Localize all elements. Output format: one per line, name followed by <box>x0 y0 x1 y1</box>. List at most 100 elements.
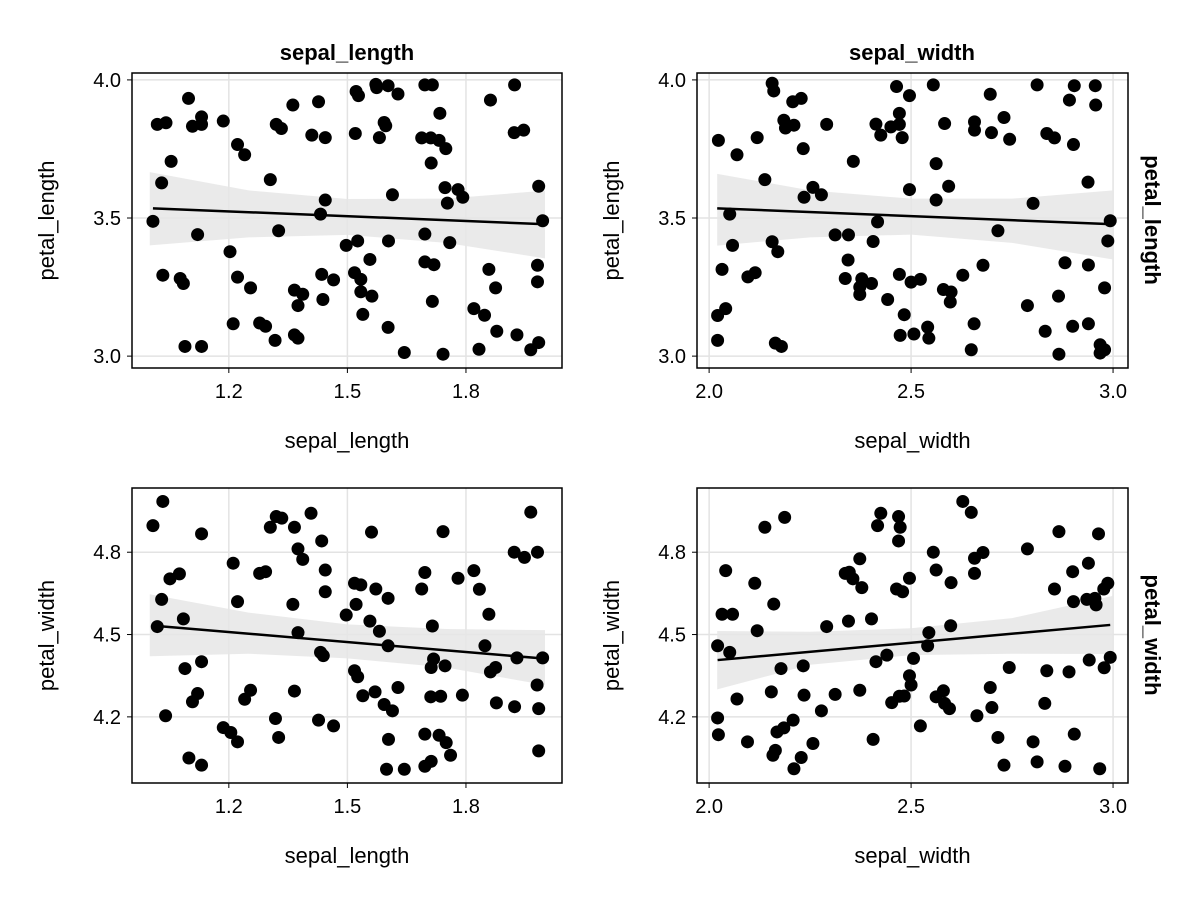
data-point <box>231 735 245 749</box>
data-point <box>391 681 405 695</box>
x-tick-label: 2.0 <box>695 796 723 818</box>
x-tick-label: 1.2 <box>215 796 243 818</box>
data-point <box>268 712 282 726</box>
data-point <box>711 639 725 653</box>
data-point <box>216 114 230 128</box>
data-point <box>339 238 353 252</box>
data-point <box>874 506 888 520</box>
data-point <box>195 527 209 541</box>
data-point <box>880 648 894 662</box>
data-point <box>976 545 990 559</box>
panel-petal_length-vs-sepal_width: 2.0 2.5 3.0 3.0 3.5 4.0 sepal_width petal_lengt… <box>599 70 1129 453</box>
regression-line <box>157 624 542 660</box>
data-point <box>433 106 447 120</box>
data-point <box>415 131 429 145</box>
y-tick-label: 4.8 <box>658 542 686 564</box>
regression-line <box>152 207 543 226</box>
data-point <box>936 684 950 698</box>
data-point <box>172 567 186 581</box>
data-point <box>997 758 1011 772</box>
axes-frame <box>696 72 1129 369</box>
data-point <box>970 709 984 723</box>
data-point <box>841 228 855 242</box>
data-point <box>869 655 883 669</box>
data-point <box>866 732 880 746</box>
data-point <box>814 188 828 202</box>
data-point <box>765 235 779 249</box>
data-point <box>1081 317 1095 331</box>
data-point <box>425 619 439 633</box>
data-point <box>304 506 318 520</box>
data-point <box>1026 196 1040 210</box>
data-point <box>397 762 411 776</box>
data-point <box>427 258 441 272</box>
data-point <box>750 624 764 638</box>
data-point <box>467 564 481 578</box>
data-point <box>766 748 780 762</box>
data-point <box>1030 78 1044 92</box>
data-point <box>922 626 936 640</box>
data-point <box>365 525 379 539</box>
data-point <box>272 730 286 744</box>
data-point <box>748 266 762 280</box>
data-point <box>922 331 936 345</box>
x-axis-label: sepal_length <box>285 428 410 453</box>
data-point <box>195 655 209 669</box>
data-point <box>892 510 906 524</box>
regression-line <box>717 207 1111 226</box>
data-point <box>758 173 772 187</box>
data-point <box>820 620 834 634</box>
data-point <box>956 494 970 508</box>
data-point <box>318 585 332 599</box>
data-point <box>967 317 981 331</box>
data-point <box>1002 660 1016 674</box>
data-point <box>223 245 237 259</box>
data-point <box>814 704 828 718</box>
data-point <box>318 131 332 145</box>
data-point <box>356 689 370 703</box>
data-point <box>356 307 370 321</box>
data-point <box>467 302 481 316</box>
data-point <box>820 117 834 131</box>
data-point <box>508 700 522 714</box>
x-tick-label: 1.5 <box>333 796 361 818</box>
x-tick-label: 3.0 <box>1099 381 1127 403</box>
y-tick-label: 4.2 <box>658 707 686 729</box>
data-point <box>750 131 764 145</box>
data-point <box>740 735 754 749</box>
data-point <box>530 545 544 559</box>
data-point <box>942 702 956 716</box>
data-point <box>226 317 240 331</box>
data-point <box>483 93 497 107</box>
data-point <box>263 173 277 187</box>
data-point <box>1047 131 1061 145</box>
data-point <box>418 727 432 741</box>
data-point <box>176 612 190 626</box>
data-point <box>1101 234 1115 248</box>
data-point <box>291 299 305 313</box>
data-point <box>354 578 368 592</box>
data-point <box>536 651 550 665</box>
data-point <box>1030 755 1044 769</box>
data-point <box>380 762 394 776</box>
data-point <box>1052 347 1066 361</box>
data-point <box>1089 98 1103 112</box>
data-point <box>339 608 353 622</box>
data-point <box>381 732 395 746</box>
data-point <box>312 95 326 109</box>
data-point <box>797 688 811 702</box>
data-point <box>296 552 310 566</box>
data-point <box>275 511 289 525</box>
data-point <box>794 91 808 105</box>
data-point <box>944 619 958 633</box>
data-point <box>451 571 465 585</box>
data-point <box>841 253 855 267</box>
data-point <box>316 649 330 663</box>
data-point <box>490 324 504 338</box>
data-point <box>381 639 395 653</box>
x-tick-label: 1.2 <box>215 381 243 403</box>
data-point <box>1026 735 1040 749</box>
data-point <box>929 157 943 171</box>
data-point <box>314 207 328 221</box>
